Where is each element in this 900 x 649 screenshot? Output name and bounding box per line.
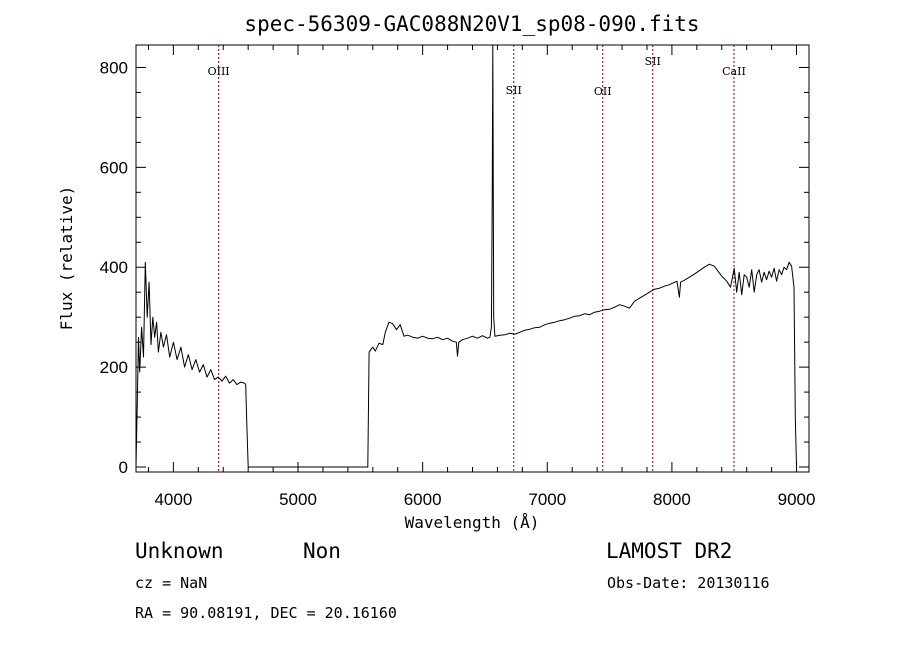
y-axis-label: Flux (relative) bbox=[57, 186, 76, 331]
x-axis-label: Wavelength (Å) bbox=[405, 513, 540, 532]
chart-title: spec-56309-GAC088N20V1_sp08-090.fits bbox=[244, 12, 699, 36]
y-tick-label: 800 bbox=[100, 58, 128, 77]
redshift-label: cz = NaN bbox=[135, 574, 208, 592]
classification-label: Unknown bbox=[135, 539, 224, 563]
emission-line-markers: OIII SII OII SII CaII bbox=[208, 45, 746, 472]
x-tick-label: 9000 bbox=[778, 490, 816, 509]
spectrum-line bbox=[135, 44, 797, 468]
x-tick-label: 4000 bbox=[154, 490, 192, 509]
y-tick-label: 200 bbox=[100, 358, 128, 377]
plot-frame bbox=[135, 44, 810, 473]
line-label-sii: SII bbox=[645, 55, 661, 68]
x-tick-label: 8000 bbox=[653, 490, 691, 509]
x-tick-label: 5000 bbox=[279, 490, 317, 509]
x-tick-label: 7000 bbox=[528, 490, 566, 509]
y-tick-label: 400 bbox=[100, 258, 128, 277]
line-label-caii: CaII bbox=[722, 65, 746, 78]
spectrum-series bbox=[135, 44, 797, 468]
y-tick-label: 0 bbox=[119, 458, 128, 477]
line-label-oiii: OIII bbox=[208, 65, 230, 78]
coordinates-label: RA = 90.08191, DEC = 20.16160 bbox=[135, 604, 397, 622]
y-tick-label: 600 bbox=[100, 158, 128, 177]
line-label-sii: SII bbox=[506, 84, 522, 97]
x-tick-label: 6000 bbox=[404, 490, 442, 509]
line-label-oii: OII bbox=[594, 85, 612, 98]
axis-ticks: 4000 5000 6000 7000 8000 9000 0 200 400 600 800 bbox=[100, 45, 816, 509]
subclass-label: Non bbox=[303, 539, 341, 563]
obs-date-label: Obs-Date: 20130116 bbox=[607, 574, 770, 592]
survey-label: LAMOST DR2 bbox=[606, 539, 733, 563]
